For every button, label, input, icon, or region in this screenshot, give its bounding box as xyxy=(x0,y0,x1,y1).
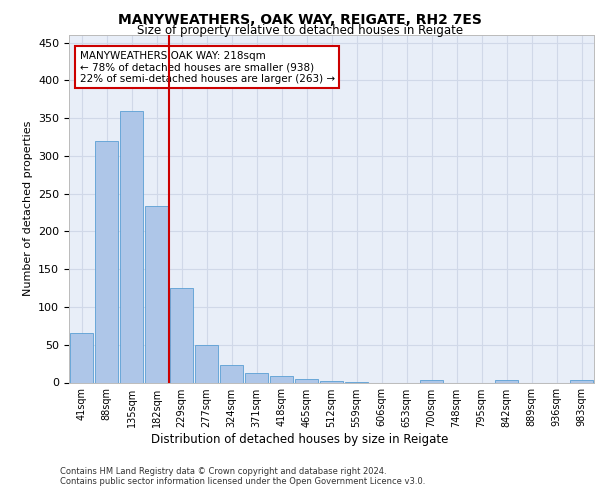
Bar xyxy=(495,380,518,382)
Bar xyxy=(220,365,243,382)
Bar xyxy=(170,288,193,382)
Text: Contains HM Land Registry data © Crown copyright and database right 2024.: Contains HM Land Registry data © Crown c… xyxy=(60,467,386,476)
Bar xyxy=(145,206,168,382)
Text: MANYWEATHERS, OAK WAY, REIGATE, RH2 7ES: MANYWEATHERS, OAK WAY, REIGATE, RH2 7ES xyxy=(118,12,482,26)
Text: Size of property relative to detached houses in Reigate: Size of property relative to detached ho… xyxy=(137,24,463,37)
Y-axis label: Number of detached properties: Number of detached properties xyxy=(23,121,32,296)
Bar xyxy=(245,372,268,382)
Text: Distribution of detached houses by size in Reigate: Distribution of detached houses by size … xyxy=(151,432,449,446)
Bar xyxy=(570,380,593,382)
Bar xyxy=(295,380,318,382)
Bar xyxy=(120,110,143,382)
Bar xyxy=(95,141,118,382)
Bar xyxy=(270,376,293,382)
Bar xyxy=(70,334,93,382)
Text: MANYWEATHERS OAK WAY: 218sqm
← 78% of detached houses are smaller (938)
22% of s: MANYWEATHERS OAK WAY: 218sqm ← 78% of de… xyxy=(79,50,335,84)
Bar xyxy=(420,380,443,382)
Bar xyxy=(195,344,218,383)
Bar xyxy=(320,381,343,382)
Text: Contains public sector information licensed under the Open Government Licence v3: Contains public sector information licen… xyxy=(60,477,425,486)
